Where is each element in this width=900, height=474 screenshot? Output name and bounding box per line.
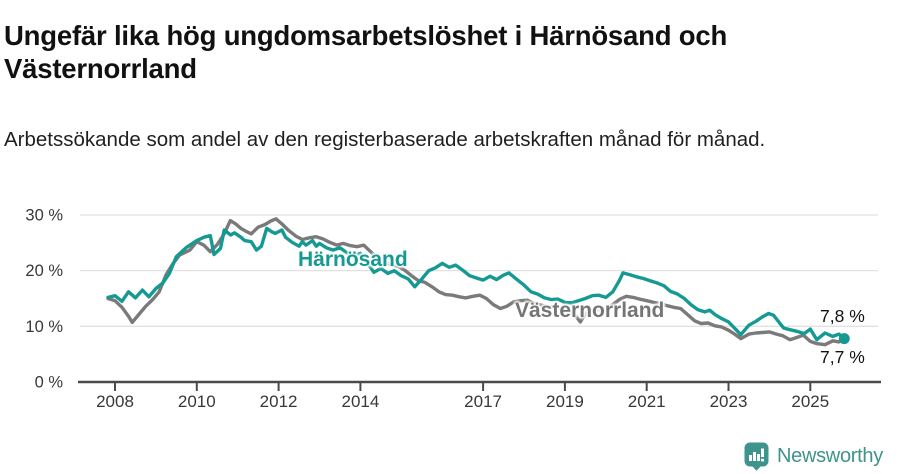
series-label-harnosand: Härnösand	[298, 248, 408, 271]
series-line-härnösand	[106, 226, 846, 342]
end-value-label-vasternorrland: 7,7 %	[820, 347, 865, 367]
x-tick-label-2021: 2021	[628, 392, 666, 411]
y-tick-label-20: 20 %	[25, 262, 63, 280]
newsworthy-logo: Newsworthy	[744, 441, 883, 471]
x-tick-label-2014: 2014	[341, 392, 379, 411]
newsworthy-pin-barchart-icon	[744, 442, 769, 471]
y-tick-label-0: 0 %	[35, 374, 64, 392]
series-end-dot-härnösand	[838, 333, 850, 345]
x-tick-label-2008: 2008	[96, 392, 134, 411]
chart-subtitle: Arbetssökande som andel av den registerb…	[4, 127, 766, 151]
x-tick-label-2017: 2017	[464, 392, 502, 411]
end-value-label-harnosand: 7,8 %	[820, 306, 865, 326]
x-tick-label-2010: 2010	[178, 392, 216, 411]
x-tick-label-2025: 2025	[791, 392, 829, 411]
series-label-vasternorrland: Västernorrland	[515, 299, 665, 322]
x-tick-label-2019: 2019	[546, 392, 584, 411]
y-tick-label-10: 10 %	[25, 318, 63, 336]
x-tick-label-2012: 2012	[260, 392, 298, 411]
x-tick-label-2023: 2023	[710, 392, 748, 411]
y-tick-label-30: 30 %	[25, 206, 63, 224]
chart-title: Ungefär lika hög ungdomsarbetslöshet i H…	[4, 20, 728, 84]
brand-name: Newsworthy	[777, 444, 883, 467]
series-line-västernorrland	[106, 217, 846, 347]
